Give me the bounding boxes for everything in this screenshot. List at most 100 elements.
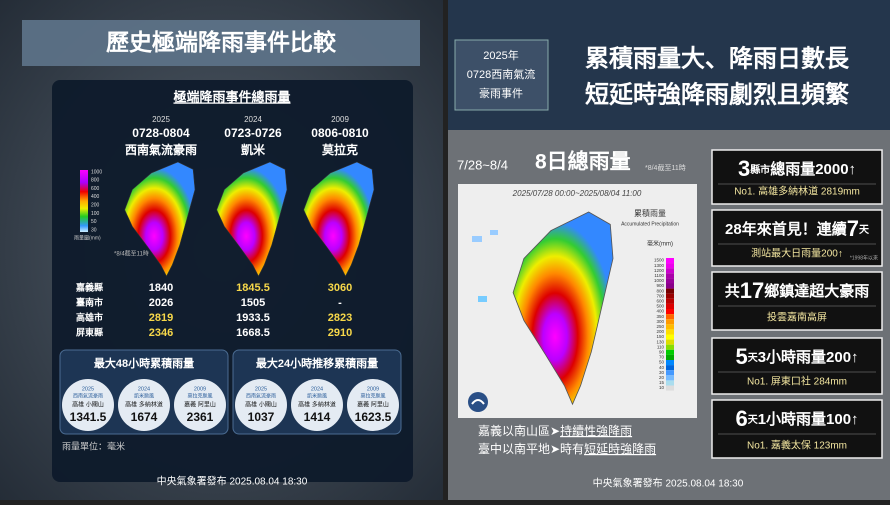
row-label: 高雄市 <box>76 311 103 322</box>
card-part: 3小時雨量 <box>758 348 826 366</box>
scale-label: 30 <box>91 227 97 233</box>
island <box>472 236 482 242</box>
scale-label: 15 <box>659 380 665 385</box>
scale-swatch <box>666 334 674 340</box>
scale-label: 350 <box>656 314 664 319</box>
island <box>478 296 487 302</box>
card-part: 6 <box>735 406 747 431</box>
scale-label: 10 <box>659 385 665 390</box>
card-sub: 投雲嘉南高屏 <box>767 311 827 324</box>
caption: 臺中以南平地➤時有短延時強降雨 <box>478 441 656 456</box>
scale-swatch <box>666 329 674 335</box>
heading-main: 8日總雨量 <box>535 150 631 174</box>
card-part: 5 <box>735 344 747 369</box>
event-name: 西南氣流豪雨 <box>125 142 197 157</box>
row-value: 1933.5 <box>236 312 270 324</box>
card-headline: 3縣市總雨量2000↑ <box>738 156 856 181</box>
map-unit: 毫米(mm) <box>647 240 673 248</box>
card-headline: 28年來首見！連續7天 <box>725 216 870 241</box>
card-sub: No1. 高雄多納林道 2819mm <box>734 185 860 198</box>
card-part: 鄉鎮達 <box>764 282 809 300</box>
event-name: 凱米 <box>241 142 266 157</box>
tag-line: 豪雨事件 <box>479 86 523 100</box>
item-event: 凱米颱風 <box>134 392 154 399</box>
card-sub: 測站最大日雨量200↑ <box>751 247 843 260</box>
heading-range: 7/28~8/4 <box>457 157 508 172</box>
card-headline: 6天1小時雨量100↑ <box>735 406 858 431</box>
island <box>490 230 498 235</box>
scale-swatch <box>666 324 674 330</box>
scale-label: 1500 <box>654 258 665 263</box>
item-year: 2009 <box>367 386 379 392</box>
item-event: 西南氣流豪雨 <box>73 392 103 399</box>
card-part: 3 <box>738 156 750 181</box>
item-circle <box>291 379 343 431</box>
item-year: 2024 <box>138 386 150 392</box>
scale-label: 700 <box>656 293 664 298</box>
scale-label: 90 <box>659 349 665 354</box>
card-part: 天 <box>748 414 759 426</box>
event-name: 莫拉克 <box>322 142 358 157</box>
scale-label: 1000 <box>91 169 102 175</box>
card-sub: No1. 屏東口社 284mm <box>747 375 847 388</box>
item-circle <box>235 379 287 431</box>
scale-label: 400 <box>91 194 100 200</box>
caption-emph: 持續性強降雨 <box>560 423 632 438</box>
scale-swatch <box>666 375 674 381</box>
scale-label: 200 <box>91 202 100 208</box>
item-place: 嘉義 阿里山 <box>357 401 389 409</box>
item-place: 高雄 小關山 <box>72 401 104 409</box>
item-year: 2024 <box>311 386 323 392</box>
item-event: 莫拉克颱風 <box>360 392 385 399</box>
scale-swatch <box>666 319 674 325</box>
row-value: - <box>338 297 342 309</box>
scale-label: 200 <box>656 329 664 334</box>
caption-lead: 嘉義以南山區➤ <box>478 423 560 438</box>
row-value: 2819 <box>149 312 173 324</box>
scale-label: 800 <box>91 178 100 184</box>
scale-swatch <box>666 354 674 360</box>
event-dates: 0723-0726 <box>224 126 282 140</box>
card-part: 共 <box>725 283 740 300</box>
item-event: 凱米颱風 <box>307 392 327 399</box>
left-title: 歷史極端降雨事件比較 <box>106 29 337 55</box>
cwa-logo <box>468 392 488 412</box>
item-place: 高雄 多納林道 <box>125 401 163 409</box>
card-part: 17 <box>740 278 764 303</box>
event-year: 2024 <box>244 115 262 124</box>
card-part: 縣市 <box>750 163 770 176</box>
scale-label: 1100 <box>654 273 664 278</box>
scale-label: 150 <box>656 334 664 339</box>
item-place: 高雄 多納林道 <box>298 401 336 409</box>
row-value: 2346 <box>149 327 173 339</box>
item-year: 2025 <box>82 386 94 392</box>
map-note: *8/4截至11時 <box>114 250 149 258</box>
card-part: 總雨量2000↑ <box>770 160 856 178</box>
scale-label: 100 <box>91 211 100 217</box>
row-value: 1668.5 <box>236 327 270 339</box>
map-name-en: Accumulated Precipitation <box>621 221 679 227</box>
unit-note: 雨量單位：毫米 <box>62 440 125 451</box>
map-scale: 1500130012001100100090080070060050040035… <box>654 258 674 391</box>
map-title: 極端降雨事件總雨量 <box>172 89 290 104</box>
scale-swatch <box>666 263 674 269</box>
row-label: 嘉義縣 <box>75 281 103 292</box>
item-value: 1674 <box>131 410 158 424</box>
event-dates: 0806-0810 <box>311 126 369 140</box>
scale-label: 110 <box>657 344 665 349</box>
stat-cards: 3縣市總雨量2000↑ No1. 高雄多納林道 2819mm 28年來首見！連續7天… <box>711 149 883 459</box>
event-year: 2009 <box>331 115 349 124</box>
card-part: 100↑ <box>826 411 859 428</box>
row-value: 3060 <box>328 282 352 294</box>
box-title: 最大48小時累積雨量 <box>94 356 194 370</box>
event-dates: 0728-0804 <box>132 126 190 140</box>
caption-emph: 短延時強降雨 <box>584 442 656 456</box>
right-footer: 中央氣象署發布 2025.08.04 18:30 <box>593 477 744 490</box>
logo-mark <box>471 399 485 405</box>
scale-swatch <box>666 283 674 289</box>
row-label: 屏東縣 <box>76 326 103 337</box>
row-value: 2026 <box>149 297 173 309</box>
